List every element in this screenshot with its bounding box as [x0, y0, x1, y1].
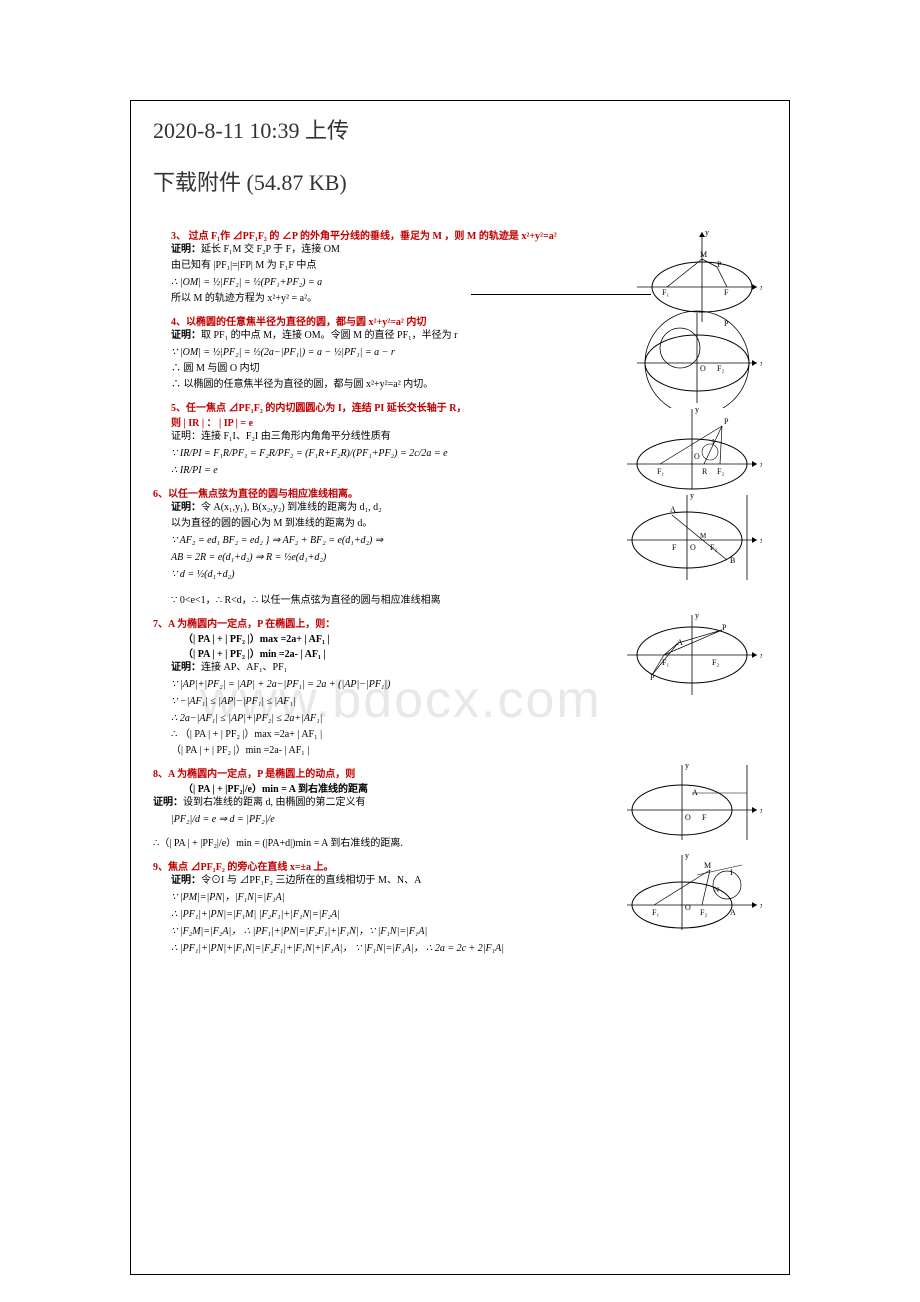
proof-label-8: 证明：	[153, 797, 183, 808]
svg-text:O: O	[694, 452, 700, 461]
svg-text:x: x	[760, 460, 762, 469]
proof-label-9: 证明：	[171, 875, 201, 886]
svg-text:A: A	[670, 505, 676, 514]
svg-text:y: y	[690, 491, 694, 500]
s6-line6: ∵ 0<e<1，∴ R<d，∴ 以任一焦点弦为直径的圆与相应准线相离	[171, 593, 767, 609]
s9-line5: ∴ |PF₁|+|PN|+|F₁N|=|F₂F₁|+|F₁N|+|F₁A|， ∵…	[171, 940, 767, 957]
svg-text:R: R	[702, 467, 708, 476]
s4-line1: 取 PF₁ 的中点 M，连接 OM。令圆 M 的直径 PF₁，半径为 r	[201, 330, 457, 341]
svg-text:F₂: F₂	[717, 364, 724, 373]
svg-text:O: O	[690, 543, 696, 552]
svg-text:F₂: F₂	[710, 543, 717, 552]
section-7: P A F₁ F₂ P x y 7、A 为椭圆内一定点，P 在椭圆上，则： （|…	[153, 615, 767, 759]
svg-text:y: y	[685, 851, 689, 860]
s8-line1: 设到右准线的距离 d, 由椭圆的第二定义有	[183, 797, 366, 808]
svg-text:O: O	[700, 364, 706, 373]
figure-4-circles: P O F₂ x	[632, 308, 762, 413]
svg-text:x: x	[760, 901, 762, 910]
svg-text:P: P	[722, 623, 727, 632]
s7-line1: 连接 AP、AF₁、PF₁	[201, 662, 287, 673]
svg-text:x: x	[760, 283, 762, 292]
svg-text:F₂: F₂	[712, 658, 719, 667]
svg-text:x: x	[760, 806, 762, 815]
s7-line5: ∴ （| PA | + | PF₂ |）max =2a+ | AF₁ |	[171, 727, 767, 743]
proof-label-7: 证明：	[171, 662, 201, 673]
proof-label-6: 证明：	[171, 502, 201, 513]
s3-line1: 延长 F₁M 交 F₂P 于 F，连接 OM	[201, 244, 340, 255]
upload-timestamp: 2020-8-11 10:39 上传	[153, 113, 767, 145]
svg-text:F₁: F₁	[652, 908, 659, 917]
svg-text:F: F	[672, 543, 677, 552]
s7-line6: （| PA | + | PF₂ |）min =2a- | AF₁ |	[171, 743, 767, 759]
svg-text:y: y	[685, 761, 689, 770]
svg-text:A: A	[692, 788, 698, 797]
document-body: x y M P F₁ F 3、 过点 F₁作 ⊿PF₁F₂ 的 ∠P 的外角平分…	[153, 227, 767, 957]
figure-6-chord: A B M O F₂ x F y	[622, 490, 762, 590]
svg-text:M: M	[704, 861, 711, 870]
svg-text:M: M	[700, 532, 707, 540]
section-3: x y M P F₁ F 3、 过点 F₁作 ⊿PF₁F₂ 的 ∠P 的外角平分…	[153, 227, 767, 307]
svg-text:O: O	[685, 813, 691, 822]
svg-text:I: I	[730, 868, 733, 877]
s9-line1: 令⊙I 与 ⊿PF₁F₂ 三边所在的直线相切于 M、N、A	[201, 875, 421, 886]
s7-line4: ∴ 2a−|AF₁| ≤ |AP|+|PF₂| ≤ 2a+|AF₁|	[171, 710, 767, 727]
svg-text:P: P	[724, 417, 729, 426]
svg-text:F₂: F₂	[717, 467, 724, 476]
svg-text:x: x	[760, 536, 762, 545]
svg-text:F₁: F₁	[657, 467, 664, 476]
figure-7-fixed-point: P A F₁ F₂ P x y	[622, 610, 762, 705]
section-4: P O F₂ x 4、以椭圆的任意焦半径为直径的圆，都与圆 x²+y²=a² 内…	[153, 313, 767, 393]
proof-label: 证明：	[171, 244, 201, 255]
figure-8-directrix: A O F x y	[622, 760, 762, 850]
svg-text:y: y	[705, 228, 709, 237]
svg-text:A: A	[730, 908, 736, 917]
document-page: 2020-8-11 10:39 上传 下载附件 (54.87 KB) x y M…	[130, 100, 790, 1275]
svg-text:F₂: F₂	[700, 908, 707, 917]
svg-text:M: M	[700, 250, 707, 259]
svg-text:N: N	[714, 886, 719, 894]
download-link[interactable]: 下载附件 (54.87 KB)	[153, 165, 767, 197]
svg-text:F: F	[724, 288, 729, 297]
svg-text:O: O	[685, 903, 691, 912]
svg-text:x: x	[760, 359, 762, 368]
s6-line1: 令 A(x₁,y₁), B(x₂,y₂) 到准线的距离为 d₁, d₂	[201, 502, 382, 513]
svg-text:y: y	[695, 405, 699, 414]
proof-label-4: 证明：	[171, 330, 201, 341]
svg-text:F₁: F₁	[662, 288, 669, 297]
section-5: P F₁ F₂ R O I x y 5、任一焦点 ⊿PF₁F₂ 的内切圆圆心为 …	[153, 399, 767, 479]
section-9: M I N F₁ F₂ A x O y 9、焦点 ⊿PF₁F₂ 的旁心在直线 x…	[153, 858, 767, 957]
section-6: A B M O F₂ x F y 6、以任一焦点弦为直径的圆与相应准线相离。 证…	[153, 485, 767, 609]
svg-text:F₁: F₁	[662, 658, 669, 667]
svg-text:x: x	[760, 651, 762, 660]
svg-text:F: F	[702, 813, 707, 822]
section-8: A O F x y 8、A 为椭圆内一定点，P 是椭圆上的动点，则 （| PA …	[153, 765, 767, 852]
svg-text:P: P	[724, 319, 729, 328]
figure-9-excircle: M I N F₁ F₂ A x O y	[622, 850, 762, 940]
svg-text:B: B	[730, 556, 735, 565]
svg-text:y: y	[695, 611, 699, 620]
